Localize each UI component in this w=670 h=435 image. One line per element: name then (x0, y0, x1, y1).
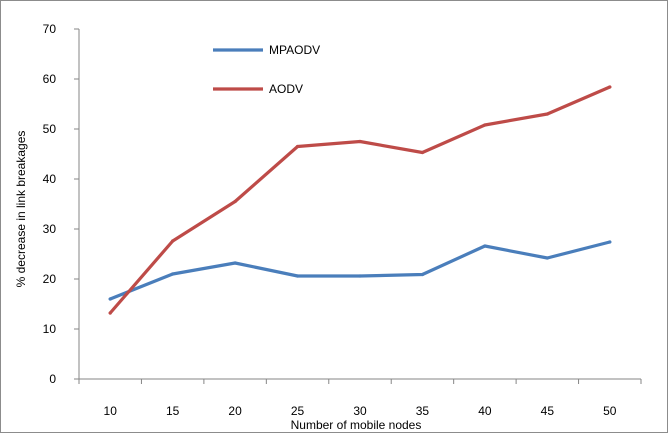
data-point-mpaodv (483, 244, 487, 248)
data-point-mpaodv (108, 297, 112, 301)
data-point-mpaodv (233, 261, 237, 265)
x-tick-label: 30 (353, 404, 367, 418)
legend: MPAODV AODV (213, 43, 320, 96)
y-axis-title: % decrease in link breakages (14, 131, 28, 288)
x-tick-label: 45 (541, 404, 555, 418)
legend-label-mpaodv: MPAODV (269, 43, 320, 57)
x-tick-label: 20 (228, 404, 242, 418)
data-point-mpaodv (545, 256, 549, 260)
series-lines (108, 85, 612, 315)
x-tick-label: 25 (291, 404, 305, 418)
y-tick-label: 10 (43, 322, 57, 336)
x-axis-title: Number of mobile nodes (291, 418, 422, 432)
x-axis: 10 15 20 25 30 35 40 45 50 (78, 378, 642, 418)
data-point-mpaodv (171, 272, 175, 276)
y-tick-label: 70 (43, 22, 57, 36)
x-tick-label: 50 (603, 404, 617, 418)
data-point-aodv (608, 85, 612, 89)
data-point-mpaodv (608, 240, 612, 244)
data-point-mpaodv (295, 274, 300, 278)
y-tick-label: 50 (43, 122, 57, 136)
data-point-aodv (483, 123, 487, 127)
y-tick-label: 0 (49, 372, 56, 386)
x-tick-label: 40 (478, 404, 492, 418)
data-point-aodv (233, 199, 237, 204)
y-tick-label: 20 (43, 272, 57, 286)
data-point-aodv (420, 150, 425, 155)
data-point-mpaodv (358, 274, 362, 278)
x-tick-label: 35 (416, 404, 430, 418)
x-tick-label: 10 (104, 404, 118, 418)
series-line-mpaodv (108, 240, 612, 301)
y-tick-label: 60 (43, 72, 57, 86)
series-line-aodv (108, 85, 612, 315)
data-point-aodv (171, 239, 175, 243)
data-point-aodv (295, 144, 300, 149)
y-axis: 0 10 20 30 40 50 60 70 (43, 22, 80, 386)
legend-label-aodv: AODV (269, 82, 303, 96)
y-tick-label: 40 (43, 172, 57, 186)
data-point-aodv (108, 311, 112, 315)
data-point-aodv (358, 139, 362, 144)
data-point-aodv (545, 112, 549, 116)
x-tick-label: 15 (166, 404, 180, 418)
y-tick-label: 30 (43, 222, 57, 236)
data-point-mpaodv (420, 272, 425, 277)
